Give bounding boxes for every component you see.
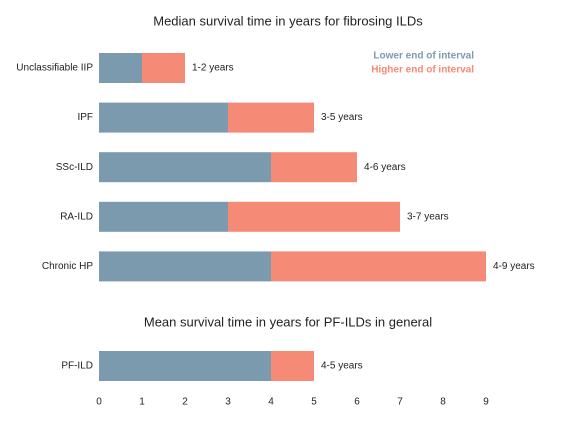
x-tick-label: 5 [311,397,317,408]
bar-lower [99,351,271,381]
legend-entry: Lower end of interval [373,51,474,62]
x-tick-label: 9 [483,397,489,408]
category-label: PF-ILD [61,361,93,372]
legend-entry: Higher end of interval [371,65,474,76]
bar-higher [228,102,314,133]
x-tick-label: 2 [182,397,188,408]
category-label: Chronic HP [42,261,93,272]
data-label: 4-6 years [364,162,406,173]
x-tick-label: 7 [397,397,403,408]
x-tick-label: 6 [354,397,360,408]
x-tick-label: 4 [268,397,274,408]
x-tick-label: 8 [440,397,446,408]
x-tick-label: 1 [139,397,145,408]
data-label: 3-7 years [407,211,449,222]
category-label: Unclassifiable IIP [16,63,93,74]
bar-higher [271,152,357,183]
bar-lower [99,201,228,232]
bar-higher [271,351,314,381]
chart-title: Mean survival time in years for PF-ILDs … [144,314,432,329]
bar-higher [142,53,185,83]
chart-title: Median survival time in years for fibros… [153,13,423,28]
x-tick-label: 0 [96,397,102,408]
category-label: IPF [77,112,93,123]
category-label: RA-ILD [60,211,93,222]
bar-higher [271,251,486,282]
category-label: SSc-ILD [56,162,93,173]
data-label: 4-5 years [321,361,363,372]
data-label: 1-2 years [192,63,234,74]
bar-lower [99,102,228,133]
bar-higher [228,201,400,232]
bar-lower [99,152,271,183]
x-tick-label: 3 [225,397,231,408]
data-label: 4-9 years [493,261,535,272]
bar-lower [99,53,142,83]
data-label: 3-5 years [321,112,363,123]
bar-lower [99,251,271,282]
